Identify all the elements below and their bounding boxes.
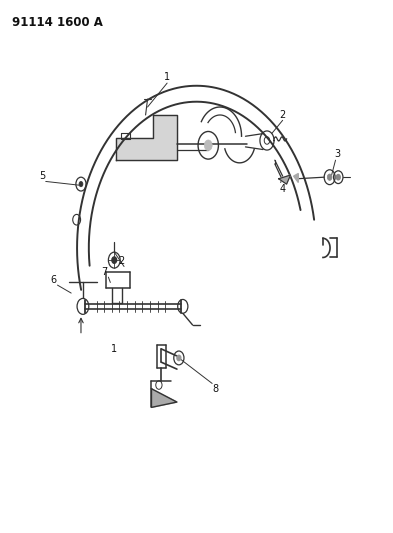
Text: 3: 3 [334,149,341,159]
Text: 7: 7 [101,267,108,277]
Text: 1: 1 [111,344,118,354]
Circle shape [177,356,181,361]
Text: 1: 1 [164,72,170,82]
Text: 8: 8 [212,384,219,394]
Circle shape [336,174,340,180]
Polygon shape [116,115,177,160]
Circle shape [79,181,83,187]
Text: 91114 1600 A: 91114 1600 A [13,15,103,29]
Polygon shape [279,175,290,184]
Text: 5: 5 [39,171,45,181]
Polygon shape [294,173,298,182]
Text: 2: 2 [279,110,286,120]
Circle shape [204,140,212,151]
Text: 4: 4 [279,184,286,194]
Circle shape [112,257,117,263]
Circle shape [327,174,332,180]
Text: 2: 2 [118,256,124,266]
Polygon shape [151,389,177,407]
Text: 6: 6 [50,275,57,285]
